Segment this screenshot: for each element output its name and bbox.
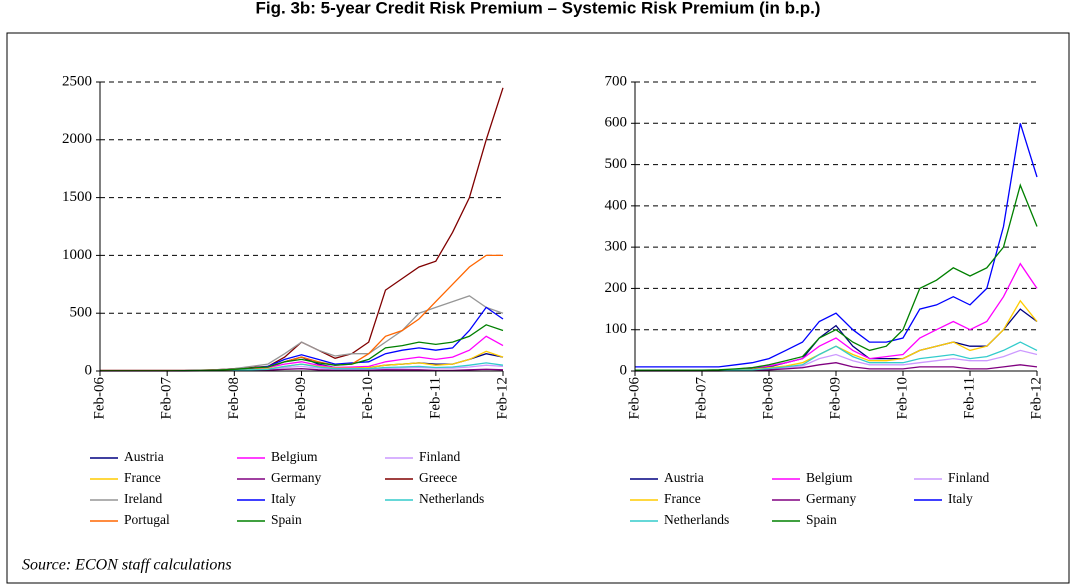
y-tick-label: 0	[620, 362, 628, 378]
series-line	[100, 87, 504, 372]
y-tick-label: 600	[605, 115, 628, 131]
x-tick-label: Feb-12	[1028, 377, 1044, 420]
x-tick-label: Feb-08	[226, 377, 242, 420]
x-tick-label: Feb-10	[894, 377, 910, 420]
y-tick-label: 0	[85, 362, 93, 378]
y-tick-label: 700	[605, 73, 628, 89]
x-tick-label: Feb-06	[626, 377, 642, 420]
y-tick-label: 500	[70, 305, 93, 321]
x-tick-label: Feb-07	[159, 377, 175, 420]
legend-label: Spain	[806, 512, 837, 527]
x-tick-label: Feb-08	[760, 377, 776, 420]
legend-label: Austria	[664, 470, 704, 485]
y-tick-label: 100	[605, 321, 628, 337]
x-tick-label: Feb-09	[293, 377, 309, 420]
x-tick-label: Feb-06	[91, 377, 107, 420]
series-line	[635, 349, 1038, 372]
figure-title: Fig. 3b: 5-year Credit Risk Premium – Sy…	[256, 0, 821, 17]
legend-label: Netherlands	[419, 491, 484, 506]
legend-label: Greece	[419, 470, 457, 485]
x-tick-label: Feb-07	[693, 377, 709, 420]
y-tick-label: 200	[605, 280, 628, 296]
legend-label: Belgium	[806, 470, 853, 485]
y-tick-label: 500	[605, 156, 628, 172]
legend-label: Netherlands	[664, 512, 729, 527]
legend-label: Austria	[124, 449, 164, 464]
series-line	[635, 183, 1038, 371]
x-tick-label: Feb-10	[360, 377, 376, 420]
legend-label: Portugal	[124, 512, 170, 527]
x-tick-label: Feb-09	[827, 377, 843, 420]
legend-label: Ireland	[124, 491, 162, 506]
y-tick-label: 400	[605, 197, 628, 213]
legend-label: France	[664, 491, 701, 506]
legend-label: Finland	[419, 449, 461, 464]
legend-label: Spain	[271, 512, 302, 527]
x-tick-label: Feb-11	[427, 377, 443, 419]
y-tick-label: 2000	[62, 131, 92, 147]
x-tick-label: Feb-11	[961, 377, 977, 419]
legend-label: Germany	[806, 491, 856, 506]
legend-label: Germany	[271, 470, 321, 485]
y-tick-label: 1000	[62, 247, 92, 263]
legend-label: Finland	[948, 470, 990, 485]
series-line	[635, 123, 1038, 368]
legend-label: Italy	[271, 491, 296, 506]
y-tick-label: 1500	[62, 189, 92, 205]
y-tick-label: 2500	[62, 73, 92, 89]
legend-label: Italy	[948, 491, 973, 506]
legend-label: Belgium	[271, 449, 318, 464]
x-tick-label: Feb-12	[494, 377, 510, 420]
source-note: Source: ECON staff calculations	[22, 557, 232, 574]
y-tick-label: 300	[605, 239, 628, 255]
legend-label: France	[124, 470, 161, 485]
frame	[6, 32, 1070, 584]
